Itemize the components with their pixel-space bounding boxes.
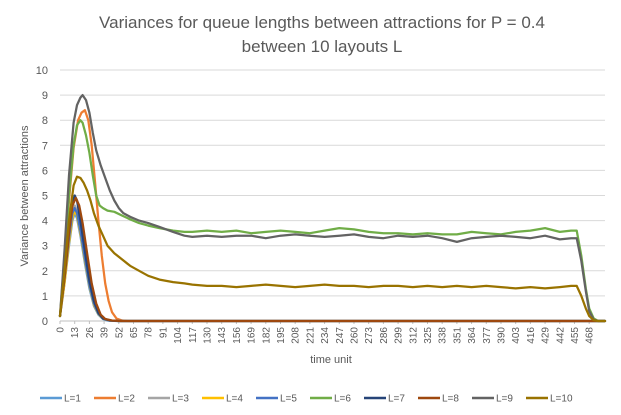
series-line-l4 <box>58 209 607 323</box>
y-tick-label: 5 <box>42 191 48 203</box>
x-tick-label: 169 <box>247 327 258 344</box>
x-tick-label: 299 <box>394 327 405 344</box>
legend-item: L=10 <box>526 394 573 405</box>
x-tick-label: 377 <box>482 327 493 344</box>
y-tick-label: 7 <box>42 140 48 152</box>
legend-label: L=8 <box>442 394 459 405</box>
x-tick-label: 442 <box>555 327 566 344</box>
y-tick-label: 6 <box>42 165 48 177</box>
legend-item: L=6 <box>310 394 351 405</box>
x-tick-label: 104 <box>173 327 184 344</box>
legend-item: L=4 <box>202 394 243 405</box>
y-tick-label: 8 <box>42 115 48 127</box>
x-tick-label: 351 <box>452 327 463 344</box>
x-tick-label: 91 <box>158 327 169 339</box>
x-tick-label: 455 <box>570 327 581 344</box>
x-tick-label: 338 <box>438 327 449 344</box>
x-tick-label: 312 <box>408 327 419 344</box>
legend-label: L=9 <box>496 394 513 405</box>
series-line-l5 <box>58 206 607 323</box>
y-tick-label: 2 <box>42 266 48 278</box>
x-tick-label: 52 <box>114 327 125 339</box>
y-tick-label: 0 <box>42 316 48 328</box>
x-tick-label: 390 <box>496 327 507 344</box>
series-lines <box>58 93 607 323</box>
legend-label: L=7 <box>388 394 405 405</box>
y-axis-ticks: 0 1 2 3 4 5 6 7 8 9 10 <box>36 65 48 328</box>
y-tick-label: 4 <box>42 216 48 228</box>
chart-title-line-1: Variances for queue lengths between attr… <box>99 13 545 32</box>
x-tick-label: 182 <box>261 327 272 344</box>
gridlines <box>60 69 605 322</box>
legend-label: L=5 <box>280 394 297 405</box>
x-tick-label: 403 <box>511 327 522 344</box>
x-tick-label: 39 <box>100 327 111 339</box>
series-line-l8 <box>58 196 607 323</box>
legend-label: L=10 <box>550 394 573 405</box>
x-tick-label: 429 <box>541 327 552 344</box>
x-tick-label: 208 <box>291 327 302 344</box>
x-tick-label: 260 <box>349 327 360 344</box>
x-tick-label: 130 <box>202 327 213 344</box>
legend-label: L=6 <box>334 394 351 405</box>
legend-item: L=7 <box>364 394 405 405</box>
x-tick-label: 156 <box>232 327 243 344</box>
x-tick-label: 0 <box>56 327 67 333</box>
series-line-l7 <box>58 194 607 323</box>
x-tick-label: 117 <box>188 327 199 343</box>
chart-title-line-2: between 10 layouts L <box>242 37 403 56</box>
x-tick-label: 78 <box>144 327 155 339</box>
series-line-l6 <box>58 119 607 323</box>
x-tick-label: 65 <box>129 327 140 339</box>
x-tick-label: 416 <box>526 327 537 344</box>
y-tick-label: 1 <box>42 291 48 303</box>
legend-label: L=3 <box>172 394 189 405</box>
x-tick-label: 286 <box>379 327 390 344</box>
legend: L=1 L=2 L=3 L=4 L=5 L=6 L=7 L=8 L=9 L=10 <box>40 394 573 405</box>
x-tick-label: 273 <box>364 327 375 344</box>
y-axis-title: Variance between attractions <box>19 125 31 267</box>
legend-label: L=4 <box>226 394 243 405</box>
x-tick-label: 325 <box>423 327 434 344</box>
y-tick-label: 3 <box>42 241 48 253</box>
legend-item: L=5 <box>256 394 297 405</box>
series-line-l2 <box>58 109 607 323</box>
y-tick-label: 10 <box>36 65 48 77</box>
series-line-l9 <box>58 93 607 323</box>
legend-item: L=9 <box>472 394 513 405</box>
x-tick-label: 468 <box>585 327 596 344</box>
x-tick-label: 195 <box>276 327 287 344</box>
x-tick-label: 13 <box>70 327 81 339</box>
legend-item: L=3 <box>148 394 189 405</box>
legend-item: L=1 <box>40 394 81 405</box>
series-line-l10 <box>58 175 607 323</box>
x-tick-label: 143 <box>217 327 228 344</box>
legend-label: L=2 <box>118 394 135 405</box>
x-tick-label: 234 <box>320 327 331 344</box>
y-tick-label: 9 <box>42 90 48 102</box>
x-tick-label: 247 <box>335 327 346 344</box>
legend-item: L=2 <box>94 394 135 405</box>
x-tick-label: 26 <box>85 327 96 339</box>
x-axis-ticks: 0 13 26 39 52 65 78 91 104 117 130 143 156 169 182 195 2… <box>56 321 596 344</box>
x-tick-label: 221 <box>305 327 316 344</box>
legend-item: L=8 <box>418 394 459 405</box>
x-tick-label: 364 <box>467 327 478 344</box>
x-axis-title: time unit <box>310 354 352 366</box>
legend-label: L=1 <box>64 394 81 405</box>
